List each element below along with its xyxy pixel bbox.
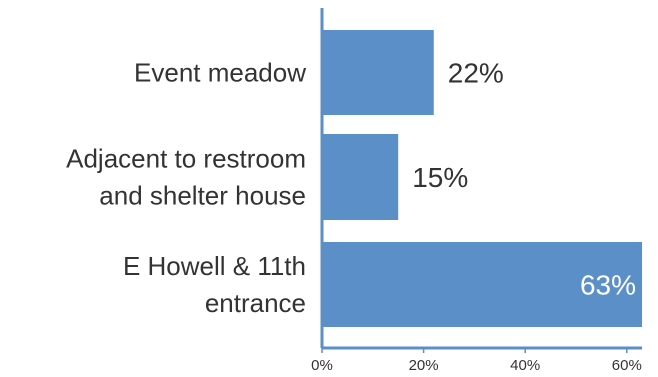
x-tick-label-3: 40% [510, 357, 540, 374]
bars-group: 22% 15% 63% [322, 30, 643, 327]
bar-3 [322, 242, 643, 327]
x-tick-label-1: 0% [311, 357, 333, 374]
bar-2 [322, 134, 399, 220]
category-label-2-line-2: and shelter house [99, 181, 306, 211]
x-tick-label-4: 60% [612, 357, 642, 374]
bar-1 [322, 30, 434, 115]
category-label-1: Event meadow [134, 58, 306, 88]
x-axis-group: 0% 20% 40% 60% [311, 8, 643, 374]
category-label-3-line-1: E Howell & 11th [123, 251, 306, 281]
bar-value-label-3: 63% [580, 270, 636, 301]
x-tick-label-2: 20% [409, 357, 439, 374]
category-label-3-line-2: entrance [205, 288, 306, 318]
bar-value-label-2: 15% [412, 162, 468, 193]
category-labels-group: Event meadow Adjacent to restroom and shel… [66, 58, 306, 319]
bar-value-label-1: 22% [448, 58, 504, 89]
category-label-2-line-1: Adjacent to restroom [66, 144, 306, 174]
